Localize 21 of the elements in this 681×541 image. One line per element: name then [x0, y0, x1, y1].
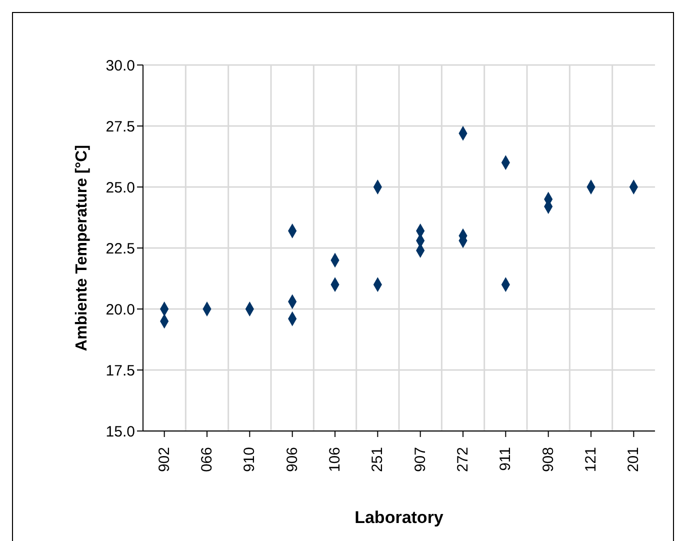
y-tick-label: 25.0 — [106, 179, 135, 196]
x-tick-label: 907 — [412, 447, 429, 472]
x-axis-title: Laboratory — [354, 508, 444, 528]
x-tick-label: 251 — [369, 447, 386, 472]
y-axis-title: Ambiente Temperature [°C] — [74, 144, 91, 352]
y-tick-label: 17.5 — [106, 362, 135, 380]
x-tick-label: 911 — [497, 447, 514, 471]
y-tick-label: 30.0 — [106, 57, 135, 74]
y-tick-label: 27.5 — [106, 118, 135, 136]
x-tick-label: 201 — [625, 447, 642, 472]
x-tick-label: 121 — [582, 447, 600, 472]
x-tick-label: 910 — [241, 447, 258, 472]
x-tick-label: 272 — [454, 447, 472, 472]
y-tick-label: 15.0 — [106, 423, 135, 440]
x-tick-label: 106 — [326, 447, 344, 472]
y-tick-label: 22.5 — [106, 240, 135, 258]
y-tick-label: 20.0 — [106, 301, 135, 318]
x-tick-label: 908 — [540, 447, 557, 472]
x-tick-label: 066 — [198, 447, 216, 472]
x-tick-label: 902 — [156, 447, 173, 472]
x-tick-label: 906 — [284, 447, 301, 472]
